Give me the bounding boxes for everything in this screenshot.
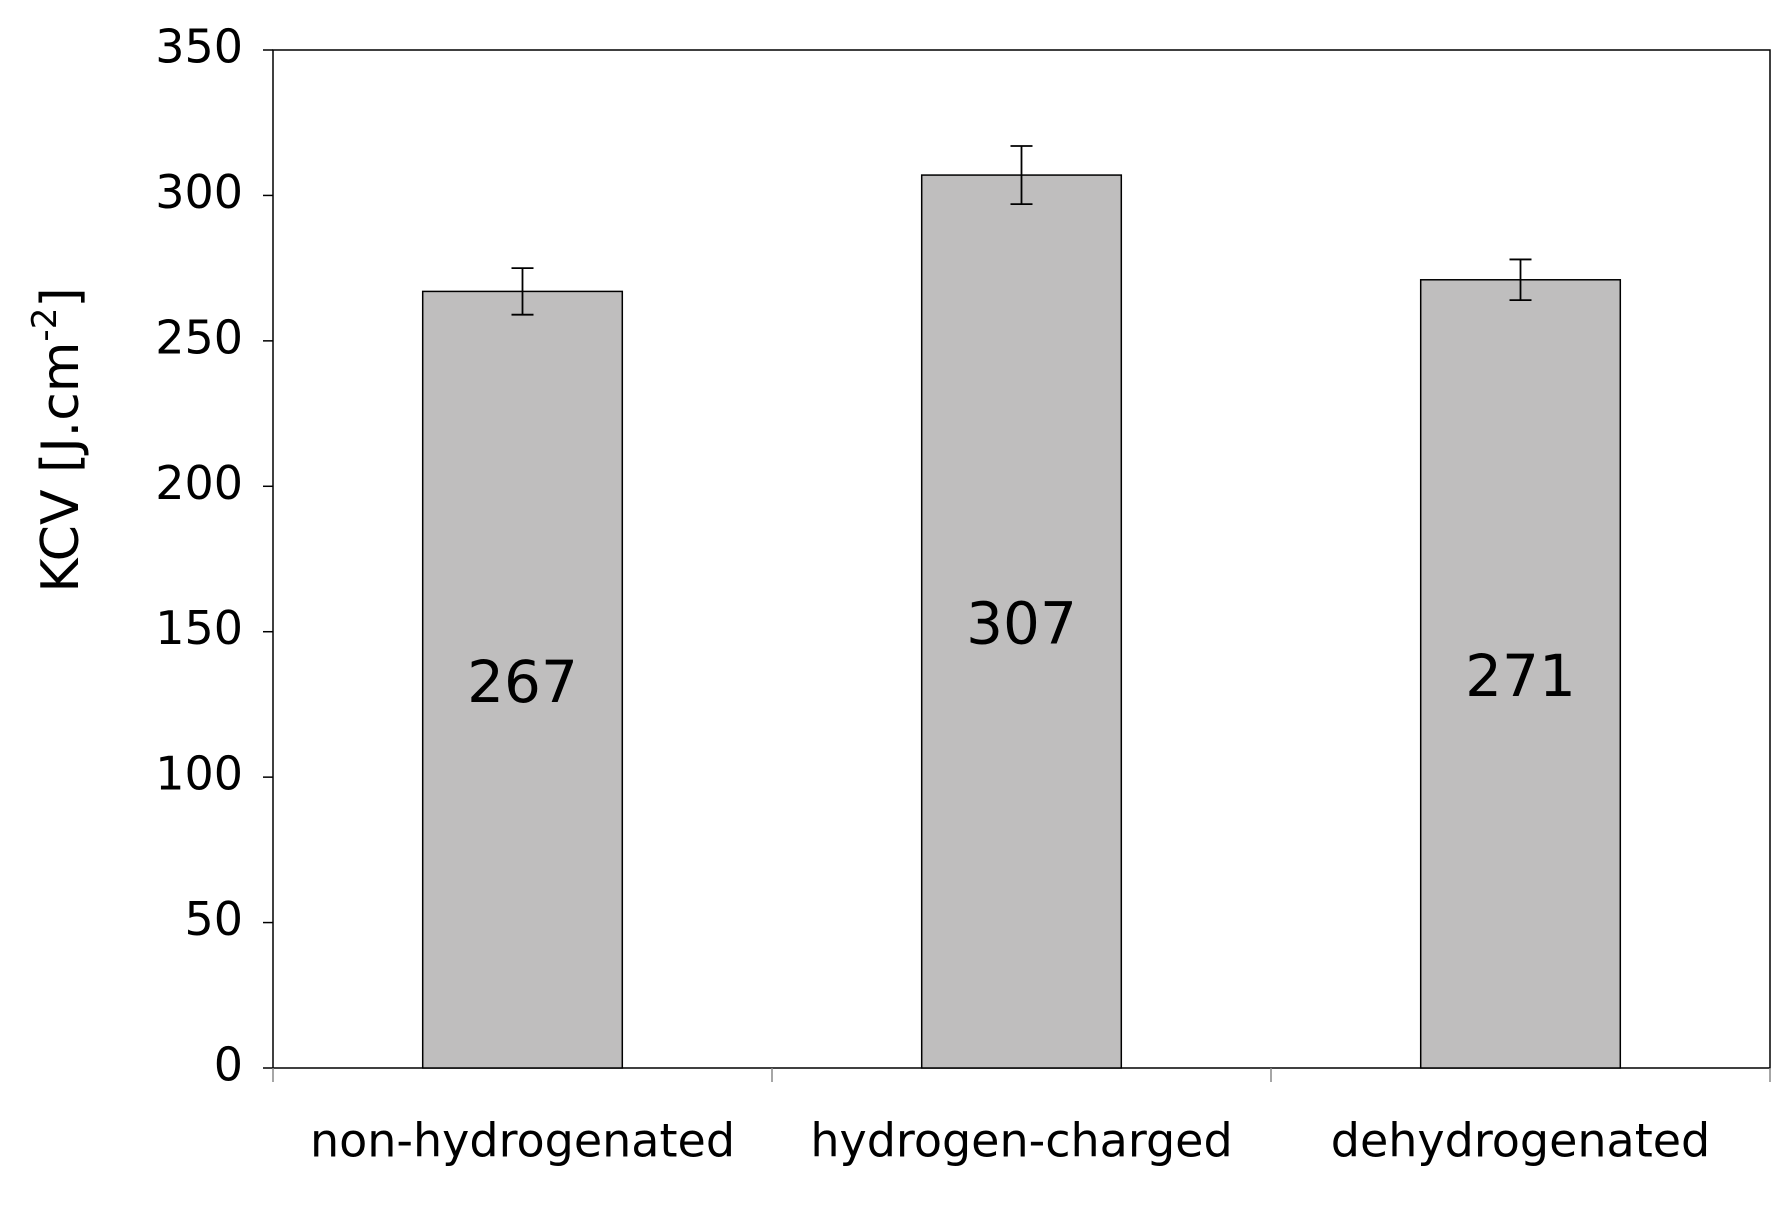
x-tick-label: dehydrogenated (1331, 1114, 1711, 1168)
y-tick-label: 350 (155, 20, 243, 74)
x-tick-label: hydrogen-charged (810, 1114, 1232, 1168)
y-tick-label: 300 (155, 165, 243, 219)
y-axis-label: KCV [J.cm-2] (25, 287, 92, 592)
value-label: 271 (1465, 642, 1576, 710)
y-tick-label: 0 (214, 1038, 243, 1092)
x-tick-label: non-hydrogenated (310, 1114, 735, 1168)
y-label-suffix: ] (31, 287, 91, 307)
bar (421, 290, 624, 1069)
value-label: 267 (467, 648, 578, 716)
y-tick-label: 250 (155, 310, 243, 364)
y-label-superscript: -2 (25, 308, 65, 342)
y-tick-label: 150 (155, 601, 243, 655)
y-tick-label: 100 (155, 747, 243, 801)
y-tick-label: 50 (184, 892, 243, 946)
y-tick-label: 200 (155, 456, 243, 510)
value-label: 307 (966, 590, 1077, 658)
bar (1419, 279, 1622, 1069)
y-label-text: KCV [J.cm (31, 342, 91, 593)
error-bar (1509, 258, 1532, 302)
error-bar (1010, 145, 1033, 206)
error-bar (511, 267, 534, 316)
